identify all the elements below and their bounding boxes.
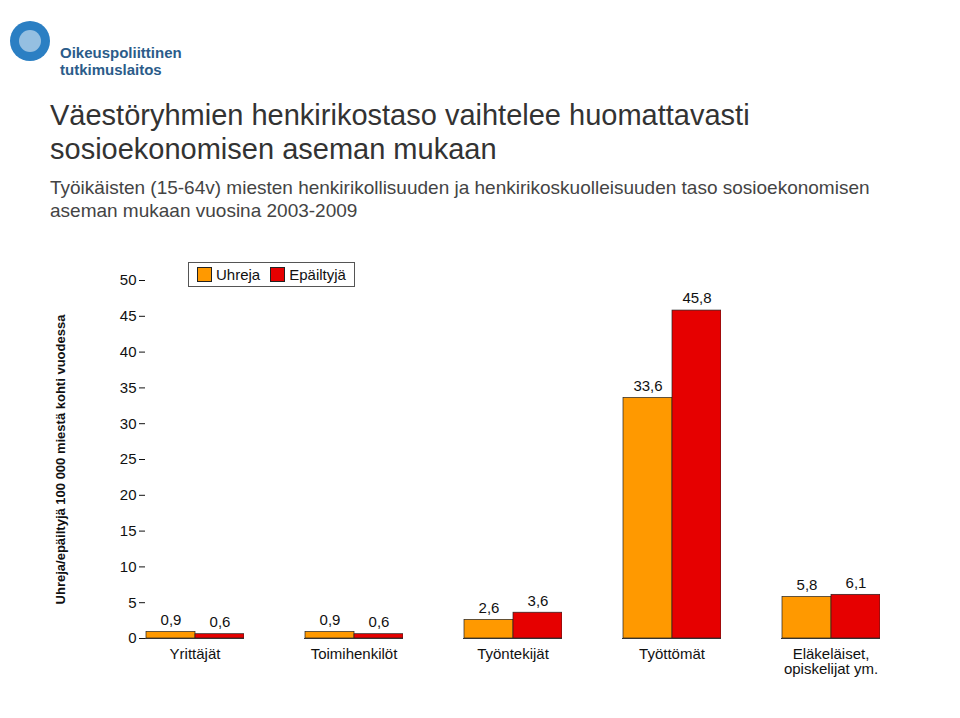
svg-text:Työntekijät: Työntekijät bbox=[477, 645, 550, 662]
svg-text:Eläkeläiset,opiskelijat ym.: Eläkeläiset,opiskelijat ym. bbox=[784, 645, 878, 677]
svg-text:5,8: 5,8 bbox=[797, 576, 818, 593]
svg-text:0,9: 0,9 bbox=[320, 611, 341, 628]
html-text:Työikäisten (15-64v) miesten h: Työikäisten (15-64v) miesten henkirikoll… bbox=[50, 177, 870, 221]
html-text:Oikeuspoliittinen: Oikeuspoliittinen bbox=[60, 44, 182, 61]
html-text:Uhreja: Uhreja bbox=[216, 266, 261, 283]
svg-text:10: 10 bbox=[120, 558, 137, 575]
svg-text:40: 40 bbox=[120, 343, 137, 360]
svg-text:20: 20 bbox=[120, 486, 137, 503]
svg-text:0: 0 bbox=[128, 629, 136, 646]
svg-text:2,6: 2,6 bbox=[479, 599, 500, 616]
html-text:Väestöryhmien henkirikostaso v: Väestöryhmien henkirikostaso vaihtelee h… bbox=[50, 99, 750, 165]
svg-text:15: 15 bbox=[120, 522, 137, 539]
html-text:tutkimuslaitos: tutkimuslaitos bbox=[60, 61, 162, 78]
svg-text:0,6: 0,6 bbox=[369, 613, 390, 630]
svg-text:3,6: 3,6 bbox=[528, 592, 549, 609]
svg-text:Uhreja/epäiltyjä 100 000 miest: Uhreja/epäiltyjä 100 000 miestä kohti vu… bbox=[53, 314, 68, 605]
svg-text:30: 30 bbox=[120, 415, 137, 432]
svg-text:45,8: 45,8 bbox=[682, 289, 711, 306]
svg-text:Työttömät: Työttömät bbox=[639, 645, 706, 662]
svg-text:Toimihenkilöt: Toimihenkilöt bbox=[311, 645, 399, 662]
html-text:Epäiltyjä: Epäiltyjä bbox=[289, 266, 346, 283]
svg-text:0,9: 0,9 bbox=[161, 611, 182, 628]
svg-text:6,1: 6,1 bbox=[846, 574, 867, 591]
svg-text:5: 5 bbox=[128, 594, 136, 611]
svg-text:45: 45 bbox=[120, 307, 137, 324]
svg-text:0,6: 0,6 bbox=[210, 613, 231, 630]
svg-text:35: 35 bbox=[120, 379, 137, 396]
svg-text:33,6: 33,6 bbox=[633, 377, 662, 394]
svg-text:25: 25 bbox=[120, 450, 137, 467]
svg-text:Yrittäjät: Yrittäjät bbox=[170, 645, 222, 662]
svg-text:50: 50 bbox=[120, 271, 137, 288]
